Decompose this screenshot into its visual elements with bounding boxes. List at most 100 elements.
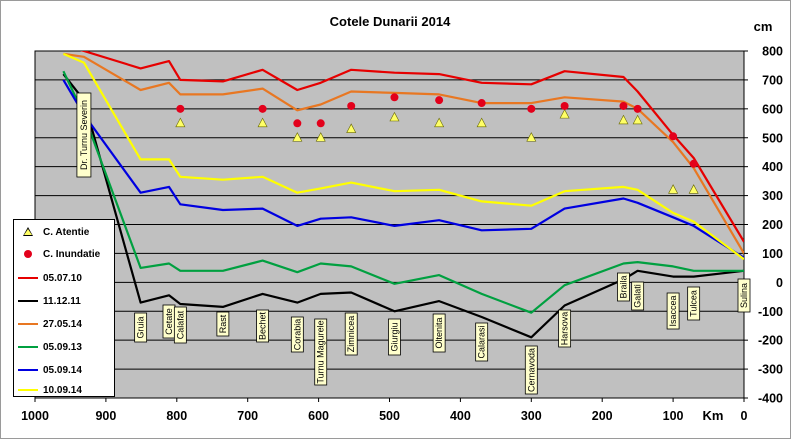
y-tick-label: 600 [762, 102, 783, 116]
station-name: Calarasi [477, 325, 487, 358]
station-name: Harsova [560, 312, 570, 346]
station-labels: Dr. Turnu Severin Gruia Cetate Calafat Rast B… [76, 92, 751, 395]
y-axis: 800 700 600 500 400 300 200 100 0 -100 -200 -300 -40… [744, 45, 783, 406]
series-lines [62, 51, 744, 339]
x-tick-label: 100 [663, 409, 684, 423]
station-label: Giurgiu [388, 318, 401, 356]
y-tick-label: 800 [762, 45, 783, 59]
legend-symbol [18, 271, 38, 285]
marker-atentie [632, 114, 643, 125]
marker-atentie [559, 108, 570, 119]
y-tick-label: 200 [762, 218, 783, 232]
x-tick-label: 400 [450, 409, 471, 423]
legend-symbol [18, 317, 38, 331]
station-label: Cetate [162, 304, 176, 339]
legend: C. Atentie C. Inundatie 05.07.10 11.12.11 27… [13, 219, 115, 397]
marker-atentie [175, 117, 186, 128]
station-label: Isaccea [666, 292, 680, 330]
legend-symbol [18, 294, 38, 308]
legend-item: 05.09.13 [18, 340, 112, 354]
station-label: Rast [216, 311, 230, 337]
x-tick-label: 1000 [21, 409, 49, 423]
series-line-05.07.10 [79, 51, 744, 243]
station-name: Turnu Magurele [316, 320, 326, 383]
legend-item: 11.12.11 [18, 294, 112, 308]
series-line-11.12.11 [62, 73, 744, 339]
marker-inundatie [435, 96, 444, 105]
marker-inundatie [633, 104, 642, 113]
station-label: Braila [617, 272, 630, 302]
station-name: Galati [633, 284, 643, 308]
chart-title: Cotele Dunarii 2014 [330, 14, 451, 29]
y-tick-label: 400 [762, 160, 783, 174]
legend-symbol [18, 225, 38, 239]
station-label: Calafat [173, 306, 187, 344]
station-label: Dr. Turnu Severin [76, 92, 92, 178]
x-tick-label: 900 [95, 409, 116, 423]
marker-inundatie [669, 132, 678, 141]
legend-symbol [18, 383, 38, 397]
x-tick-label: 500 [379, 409, 400, 423]
marker-atentie [476, 117, 487, 128]
marker-inundatie [176, 104, 185, 113]
y-axis-unit: cm [754, 19, 773, 34]
x-tick-label: 700 [237, 409, 258, 423]
marker-inundatie [477, 99, 486, 108]
marker-inundatie [689, 159, 698, 168]
x-tick-label: 200 [592, 409, 613, 423]
station-name: Oltenita [434, 317, 444, 348]
legend-item: 05.09.14 [18, 363, 112, 377]
station-label: Cernavoda [524, 345, 538, 395]
marker-atentie [668, 184, 679, 194]
x-tick-label: 0 [741, 409, 748, 423]
x-axis: 1000 900 800 700 600 500 400 300 200 100 0 [21, 398, 748, 423]
station-name: Rast [218, 314, 228, 333]
y-tick-label: 100 [762, 247, 783, 261]
station-name: Isaccea [668, 295, 678, 326]
marker-atentie [526, 132, 537, 142]
station-label: Bechet [256, 309, 269, 343]
marker-inundatie [293, 119, 302, 128]
x-axis-label: Km [703, 408, 724, 423]
y-tick-label: 500 [762, 131, 783, 145]
marker-inundatie [316, 119, 325, 128]
legend-label: C. Atentie [43, 226, 90, 238]
marker-atentie [389, 111, 400, 122]
marker-inundatie [390, 93, 399, 102]
station-label: Tulcea [687, 286, 701, 321]
legend-label: 27.05.14 [43, 318, 82, 330]
y-tick-label: -400 [758, 392, 783, 406]
y-tick-label: -300 [758, 363, 783, 377]
legend-item: 05.07.10 [18, 271, 112, 285]
legend-label: 11.12.11 [43, 295, 81, 307]
marker-atentie [346, 123, 357, 133]
legend-label: 05.09.13 [43, 341, 82, 353]
series-line-10.09.14 [62, 52, 744, 261]
marker-inundatie [527, 104, 536, 113]
legend-symbol [18, 363, 38, 377]
station-label: Galati [631, 281, 645, 311]
station-label: Sulina [737, 278, 751, 313]
station-label: Harsova [558, 309, 572, 348]
marker-inundatie [560, 101, 569, 110]
marker-atentie [257, 117, 268, 128]
station-label: Oltenita [432, 313, 446, 353]
station-label: Calarasi [475, 322, 489, 362]
station-name: Bechet [258, 311, 268, 340]
legend-label: 10.09.14 [43, 384, 82, 396]
marker-inundatie [347, 101, 356, 110]
station-name: Corabia [292, 319, 302, 351]
legend-item: 10.09.14 [18, 383, 112, 397]
legend-item: 27.05.14 [18, 317, 112, 331]
legend-label: 05.09.14 [43, 364, 82, 376]
station-name: Zimnicea [346, 316, 356, 353]
station-label: Corabia [290, 316, 304, 353]
station-name: Tulcea [689, 290, 699, 317]
markers [175, 93, 699, 194]
y-tick-label: -100 [758, 305, 783, 319]
y-tick-label: -200 [758, 334, 783, 348]
station-name: Dr. Turnu Severin [79, 100, 89, 170]
legend-item: C. Atentie [18, 225, 112, 239]
